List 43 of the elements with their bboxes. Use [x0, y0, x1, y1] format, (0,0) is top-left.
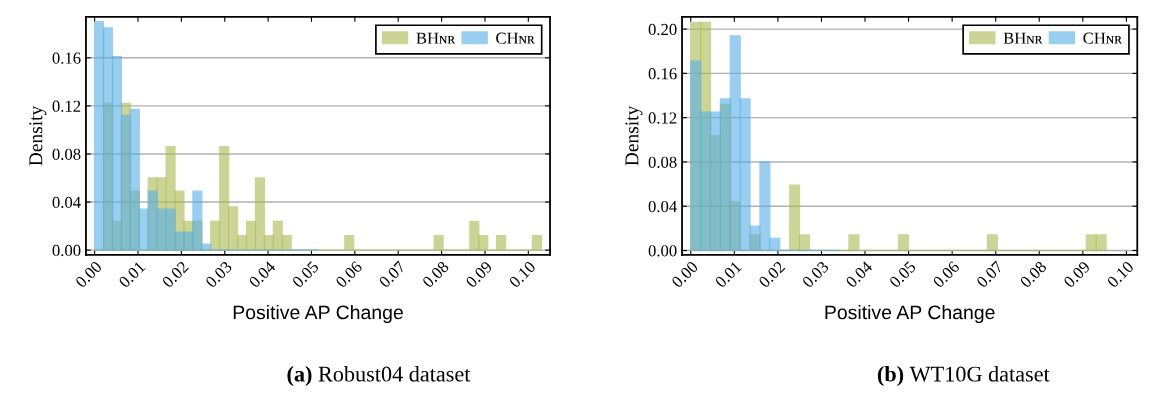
y-tick-label: 0.12 — [648, 112, 677, 124]
text: (a) Robust04 dataset — [287, 365, 471, 387]
x-tick-label: 0.08 — [421, 260, 450, 289]
y-tick-label: 0.08 — [52, 148, 81, 160]
y-tick-label: 0.00 — [648, 245, 677, 257]
x-tick-label: 0.05 — [888, 260, 917, 289]
y-tick-label: 0.00 — [52, 244, 81, 257]
x-tick-label: 0.03 — [204, 260, 233, 289]
y-tick-label: 0.16 — [52, 52, 81, 64]
y-tick-label: 0.04 — [648, 200, 677, 213]
x-axis-title: Positive AP Change — [825, 304, 995, 324]
x-tick-label: 0.03 — [801, 260, 830, 289]
legend-label: BHɴʀ — [1003, 32, 1043, 44]
x-tick-label: 0.04 — [845, 260, 874, 289]
x-tick-label: 0.02 — [161, 260, 190, 289]
x-tick-label: 0.00 — [670, 260, 699, 289]
x-tick-label: 0.08 — [1019, 260, 1048, 289]
y-tick-label: 0.04 — [52, 196, 81, 209]
y-tick-label: 0.08 — [648, 156, 677, 168]
x-tick-label: 0.05 — [291, 260, 320, 289]
legend-label: CHɴʀ — [496, 32, 535, 44]
x-tick-label: 0.09 — [465, 260, 493, 289]
x-tick-label: 0.04 — [248, 260, 277, 289]
y-tick-label: 0.16 — [648, 68, 677, 80]
x-tick-label: 0.02 — [758, 260, 786, 289]
x-tick-label: 0.00 — [74, 260, 103, 289]
x-tick-label: 0.01 — [714, 260, 742, 289]
legend-label: BHɴʀ — [416, 32, 456, 44]
y-axis-title: Density — [29, 105, 47, 166]
x-tick-label: 0.10 — [1106, 260, 1135, 289]
y-tick-label: 0.12 — [52, 100, 81, 112]
x-tick-label: 0.09 — [1062, 260, 1091, 289]
x-tick-label: 0.07 — [975, 260, 1004, 289]
x-tick-label: 0.10 — [508, 260, 537, 289]
x-tick-label: 0.01 — [118, 260, 146, 289]
x-axis-title: Positive AP Change — [233, 304, 403, 324]
text: (b) WT10G dataset — [877, 365, 1050, 387]
y-axis-title: Density — [625, 105, 643, 166]
y-tick-label: 0.20 — [648, 23, 677, 36]
x-tick-label: 0.06 — [335, 260, 363, 289]
legend-label: CHɴʀ — [1083, 32, 1123, 44]
x-tick-label: 0.07 — [378, 260, 407, 289]
x-tick-label: 0.06 — [932, 260, 961, 289]
